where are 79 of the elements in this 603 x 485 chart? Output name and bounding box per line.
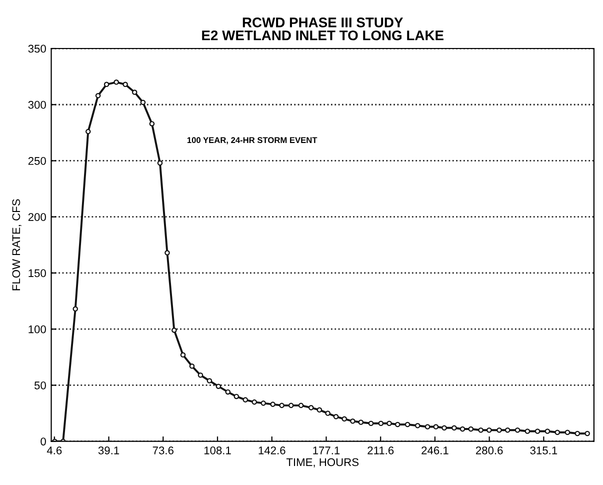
point: [378, 420, 384, 426]
point: [198, 372, 204, 378]
point: [149, 121, 155, 126]
point: [478, 427, 484, 433]
point: [504, 427, 510, 433]
point: [270, 402, 276, 407]
point: [564, 430, 570, 436]
point: [216, 384, 222, 389]
point: [132, 90, 138, 95]
chart-title: RCWD PHASE III STUDY E2 WETLAND INLET TO LONG LAKE: [202, 18, 444, 40]
x-tick-label: 108.1: [204, 446, 231, 454]
y-tick-label: 150: [28, 269, 46, 278]
point: [414, 423, 420, 428]
x-tick-label: 280.6: [476, 446, 503, 454]
point: [298, 402, 304, 408]
point: [157, 160, 163, 166]
y-tick-label: 0: [40, 438, 46, 446]
point: [164, 250, 170, 256]
point: [424, 424, 430, 430]
point: [394, 422, 400, 428]
point: [496, 427, 502, 433]
x-tick-label: 315.1: [530, 446, 558, 454]
x-tick-label: 142.6: [258, 446, 286, 454]
point: [433, 424, 439, 430]
point: [260, 400, 266, 406]
point: [242, 397, 248, 402]
point: [225, 389, 231, 395]
x-tick-label: 246.1: [422, 446, 448, 454]
point: [544, 428, 550, 434]
point: [486, 427, 492, 433]
point: [122, 82, 128, 88]
point: [140, 100, 146, 106]
point: [524, 428, 530, 434]
annotation: 100 YEAR, 24-HR STORM EVENT: [187, 137, 318, 144]
point: [358, 420, 364, 425]
point: [342, 416, 347, 422]
y-tick-label: 250: [28, 157, 46, 165]
point: [368, 420, 374, 426]
point: [72, 306, 78, 312]
point: [308, 405, 314, 410]
point: [85, 128, 91, 134]
x-tick-label: 73.6: [152, 446, 174, 454]
point: [584, 430, 590, 436]
x-axis-title: TIME, HOURS: [286, 458, 359, 468]
x-tick-label: 211.6: [368, 446, 394, 454]
point: [279, 402, 284, 408]
point: [404, 422, 410, 428]
point: [189, 364, 195, 369]
point: [554, 430, 560, 436]
y-tick-label: 350: [28, 44, 46, 53]
point: [206, 378, 212, 384]
point: [468, 426, 474, 432]
x-tick-label: 177.1: [313, 446, 340, 454]
point: [172, 328, 177, 333]
point: [95, 93, 101, 98]
point: [442, 425, 447, 431]
x-tick-label: 4.6: [46, 446, 62, 454]
y-tick-label: 100: [28, 325, 46, 334]
point: [534, 428, 540, 434]
point: [114, 80, 119, 85]
y-tick-label: 50: [34, 381, 46, 390]
y-tick-label: 300: [28, 100, 46, 109]
point: [316, 407, 322, 413]
point: [180, 352, 186, 358]
point: [252, 399, 258, 405]
point: [234, 394, 240, 400]
point: [333, 414, 339, 420]
point: [325, 410, 330, 416]
point: [460, 426, 466, 432]
point: [104, 82, 110, 88]
y-axis-title: FLOW RATE, CFS: [12, 199, 22, 290]
point: [288, 402, 294, 408]
point: [386, 420, 392, 426]
point: [350, 418, 356, 424]
y-tick-label: 200: [28, 213, 46, 221]
point: [574, 430, 580, 436]
x-tick-label: 39.1: [98, 446, 120, 454]
point: [452, 425, 457, 431]
point: [514, 427, 520, 433]
